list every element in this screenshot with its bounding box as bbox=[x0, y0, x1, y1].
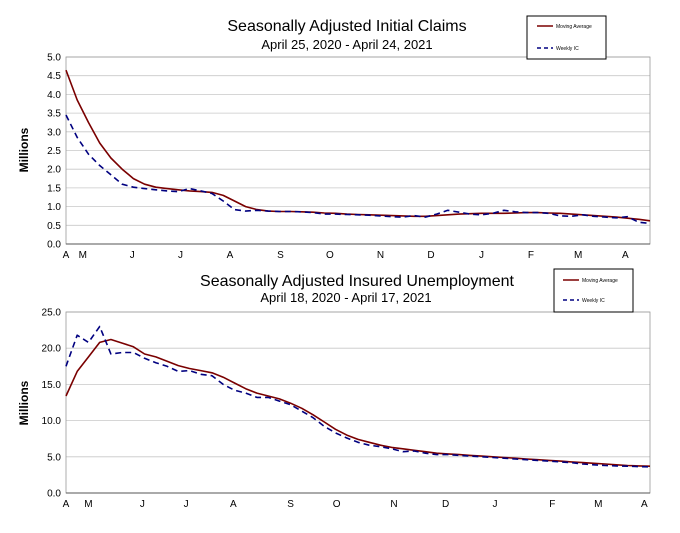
chart2-plot-frame bbox=[65, 311, 651, 494]
chart2-x-tick-label: A bbox=[230, 499, 237, 510]
chart1-x-tick-label: J bbox=[479, 250, 484, 261]
chart2-x-tick-label: M bbox=[594, 499, 602, 510]
chart2-subtitle: April 18, 2020 - April 17, 2021 bbox=[260, 290, 431, 305]
chart2-y-tick-label: 20.0 bbox=[42, 344, 62, 355]
chart2-series-moving-average bbox=[65, 338, 651, 467]
chart2-legend-moving-average-label: Moving Average bbox=[582, 278, 618, 284]
chart2-x-tick-label: A bbox=[63, 499, 70, 510]
chart1-x-tick-label: O bbox=[326, 250, 334, 261]
chart2-x-tick-label: F bbox=[549, 499, 555, 510]
chart1-y-tick-label: 5.0 bbox=[47, 53, 61, 64]
chart1-legend: Moving Average Weekly IC bbox=[526, 15, 607, 60]
chart2-legend: Moving Average Weekly IC bbox=[553, 268, 634, 313]
chart2-y-tick-label: 15.0 bbox=[42, 380, 62, 391]
chart2-title: Seasonally Adjusted Insured Unemployment bbox=[200, 273, 515, 290]
chart2-y-tick-label: 25.0 bbox=[42, 308, 62, 319]
insured-unemployment-chart: Seasonally Adjusted Insured Unemployment… bbox=[17, 268, 651, 510]
chart1-y-tick-label: 3.0 bbox=[47, 127, 61, 138]
initial-claims-chart: Seasonally Adjusted Initial Claims April… bbox=[17, 15, 651, 261]
chart1-y-tick-label: 4.0 bbox=[47, 90, 61, 101]
chart2-series bbox=[65, 325, 651, 468]
chart1-y-tick-label: 2.0 bbox=[47, 165, 61, 176]
chart2-gridlines bbox=[65, 311, 651, 494]
chart1-subtitle: April 25, 2020 - April 24, 2021 bbox=[261, 37, 432, 52]
chart1-y-axis-label: Millions bbox=[17, 127, 31, 172]
chart1-x-tick-label: A bbox=[227, 250, 234, 261]
chart2-legend-box bbox=[553, 268, 634, 313]
chart2-x-tick-label: N bbox=[390, 499, 397, 510]
chart1-x-tick-label: M bbox=[574, 250, 582, 261]
chart1-y-tick-label: 2.5 bbox=[47, 146, 61, 157]
chart2-x-tick-label: O bbox=[333, 499, 341, 510]
chart2-series-weekly-ic bbox=[65, 325, 651, 468]
chart1-gridlines bbox=[65, 56, 651, 245]
chart2-y-tick-label: 10.0 bbox=[42, 416, 62, 427]
chart1-series-weekly-ic bbox=[65, 114, 651, 225]
chart1-legend-weekly-ic-label: Weekly IC bbox=[556, 46, 579, 52]
chart1-x-tick-label: S bbox=[277, 250, 284, 261]
chart1-series-moving-average bbox=[65, 69, 651, 222]
chart2-y-tick-label: 5.0 bbox=[47, 452, 61, 463]
chart1-x-tick-label: F bbox=[528, 250, 534, 261]
chart1-x-tick-label: J bbox=[130, 250, 135, 261]
chart1-x-tick-label: J bbox=[178, 250, 183, 261]
chart1-x-tick-label: M bbox=[79, 250, 87, 261]
chart1-x-tick-label: A bbox=[63, 250, 70, 261]
chart1-y-tick-label: 3.5 bbox=[47, 109, 61, 120]
chart2-x-tick-label: M bbox=[84, 499, 92, 510]
chart2-y-tick-label: 0.0 bbox=[47, 489, 61, 500]
chart1-legend-box bbox=[526, 15, 607, 60]
chart2-x-tick-label: J bbox=[184, 499, 189, 510]
chart1-x-tick-label: N bbox=[377, 250, 384, 261]
chart2-x-tick-label: J bbox=[140, 499, 145, 510]
chart2-x-tick-label: A bbox=[641, 499, 648, 510]
chart2-legend-weekly-ic-label: Weekly IC bbox=[582, 298, 605, 304]
chart1-x-tick-label: D bbox=[427, 250, 434, 261]
chart1-y-ticks: 0.0 0.5 1.0 1.5 2.0 2.5 3.0 3.5 4.0 4.5 5.0 bbox=[47, 53, 61, 251]
chart2-x-tick-label: S bbox=[287, 499, 294, 510]
chart1-y-tick-label: 0.0 bbox=[47, 240, 61, 251]
chart1-y-tick-label: 1.5 bbox=[47, 183, 61, 194]
chart2-x-tick-label: D bbox=[442, 499, 449, 510]
chart1-y-tick-label: 4.5 bbox=[47, 71, 61, 82]
chart1-title: Seasonally Adjusted Initial Claims bbox=[227, 18, 466, 35]
chart1-series bbox=[65, 69, 651, 225]
chart2-x-tick-label: J bbox=[493, 499, 498, 510]
chart1-legend-moving-average-label: Moving Average bbox=[556, 24, 592, 30]
chart1-x-tick-label: A bbox=[622, 250, 629, 261]
chart1-y-tick-label: 1.0 bbox=[47, 202, 61, 213]
chart2-y-ticks: 0.0 5.0 10.0 15.0 20.0 25.0 bbox=[42, 308, 62, 500]
chart1-y-tick-label: 0.5 bbox=[47, 221, 61, 232]
chart2-y-axis-label: Millions bbox=[17, 380, 31, 425]
